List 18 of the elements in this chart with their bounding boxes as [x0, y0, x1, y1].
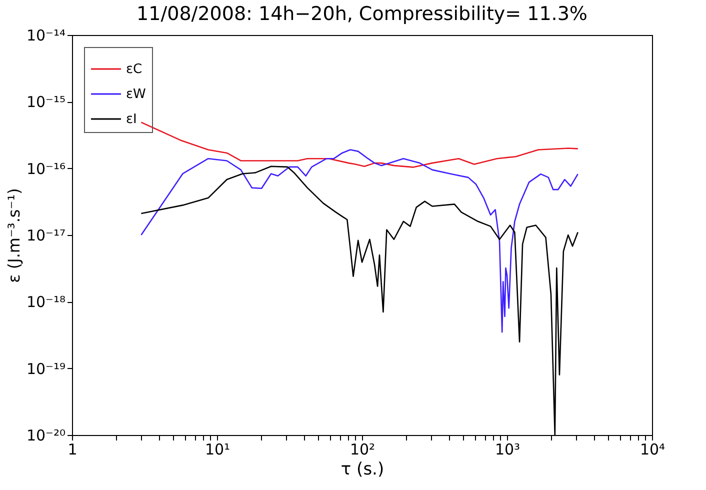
y-axis-title: ε (J.m⁻³.s⁻¹)	[4, 188, 24, 283]
y-tick-label: 10⁻¹⁸	[26, 293, 66, 312]
y-tick-label: 10⁻²⁰	[26, 426, 66, 444]
x-tick-label: 1	[68, 440, 78, 458]
legend-label: εW	[126, 87, 146, 102]
chart-title: 11/08/2008: 14h−20h, Compressibility= 11.3%	[136, 3, 588, 25]
legend-label: εC	[126, 62, 142, 77]
x-axis-title: τ (s.)	[340, 460, 384, 480]
x-tick-label: 10¹	[204, 440, 230, 458]
y-tick-label: 10⁻¹⁷	[26, 226, 66, 244]
x-tick-label: 10⁴	[640, 440, 666, 458]
legend-label: εI	[126, 112, 137, 127]
y-tick-label: 10⁻¹⁶	[26, 160, 66, 178]
x-tick-label: 10³	[494, 440, 520, 458]
y-tick-label: 10⁻¹⁹	[26, 360, 66, 378]
y-tick-label: 10⁻¹⁵	[26, 93, 66, 112]
x-tick-label: 10²	[350, 440, 376, 458]
y-tick-label: 10⁻¹⁴	[26, 26, 66, 44]
